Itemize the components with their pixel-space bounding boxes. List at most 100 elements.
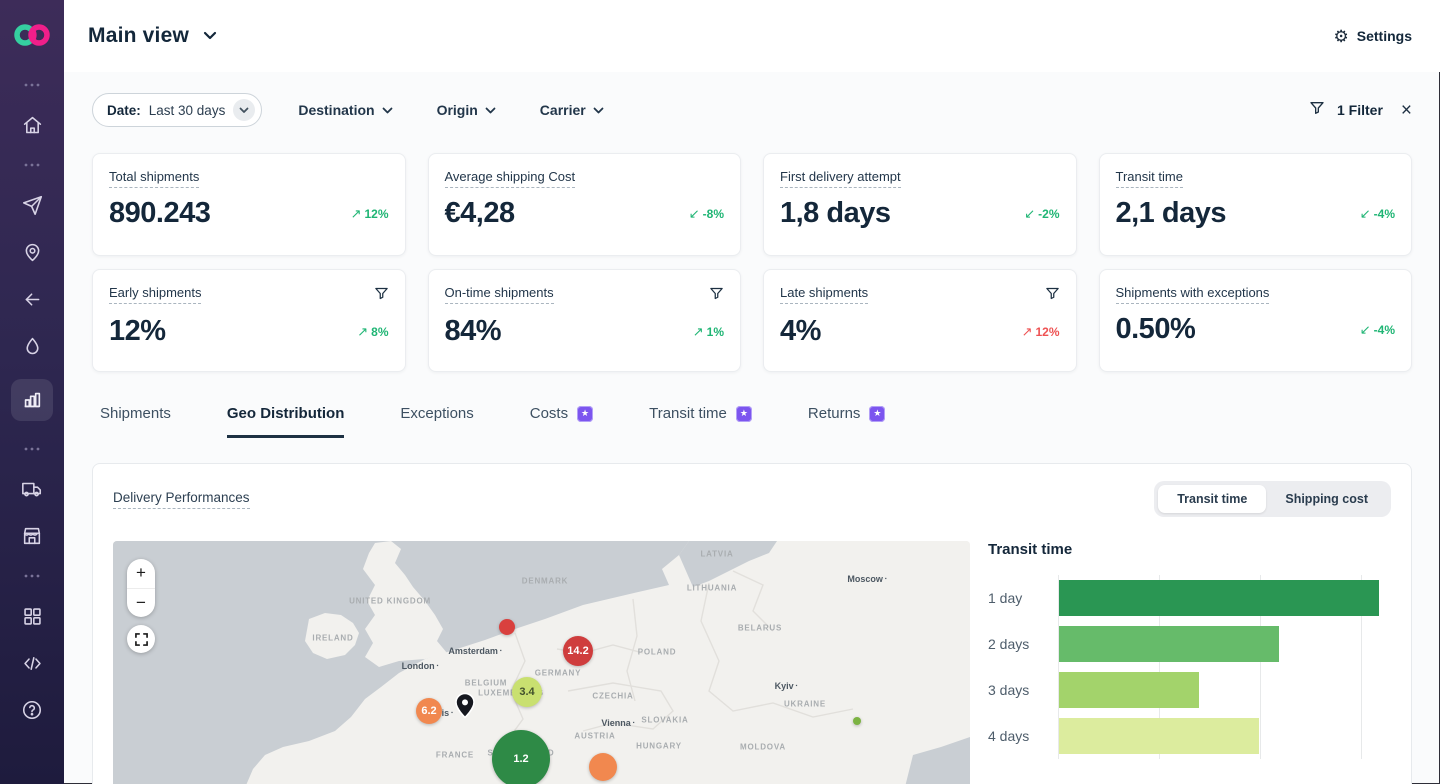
map-country-label: LATVIA	[700, 550, 733, 559]
kpi-label[interactable]: Total shipments	[109, 169, 199, 188]
active-filter-count[interactable]: 1 Filter	[1337, 102, 1383, 118]
chart-category-label: 4 days	[988, 728, 1058, 744]
kpi-value: 2,1 days	[1116, 197, 1226, 230]
premium-star-icon: ★	[869, 406, 885, 422]
kpi-label[interactable]: Average shipping Cost	[445, 169, 576, 188]
sidebar-item-help[interactable]	[20, 698, 44, 722]
map-zoom-out-button[interactable]: −	[127, 589, 155, 618]
sidebar-section-divider-dots	[24, 571, 40, 581]
tab-geo-distribution[interactable]: Geo Distribution	[227, 405, 345, 438]
sidebar-item-send[interactable]	[20, 193, 44, 217]
geo-distribution-map[interactable]: + − LATVIALITHUANIADENMARKUNITED KINGDOM…	[113, 541, 970, 784]
map-zoom-in-button[interactable]: +	[127, 559, 155, 589]
sidebar-item-home[interactable]	[20, 113, 44, 137]
kpi-label[interactable]: Early shipments	[109, 285, 201, 304]
trend-arrow-icon: ↙	[1024, 206, 1035, 222]
chart-bar[interactable]	[1059, 718, 1259, 754]
kpi-delta: ↙ -8%	[689, 206, 724, 222]
date-filter-pill[interactable]: Date: Last 30 days	[92, 93, 262, 127]
transit-time-chart: Transit time 1 day2 days3 days4 days	[988, 541, 1391, 784]
map-cluster-marker[interactable]: 3.4	[512, 677, 542, 707]
kpi-cards: Total shipments 890.243 ↗ 12% Average sh…	[64, 127, 1440, 372]
map-location-pin-icon[interactable]	[453, 692, 477, 723]
view-title-chevron-down-icon[interactable]	[203, 27, 217, 45]
kpi-label[interactable]: Shipments with exceptions	[1116, 285, 1270, 304]
map-cluster-marker[interactable]: 14.2	[563, 636, 593, 666]
kpi-delta-value: 12%	[1035, 325, 1059, 339]
chart-row: 2 days	[988, 621, 1391, 667]
sidebar-item-analytics-active[interactable]	[11, 379, 53, 421]
chart-bar[interactable]	[1059, 580, 1379, 616]
trend-arrow-icon: ↗	[693, 324, 704, 340]
sidebar-item-code[interactable]	[20, 651, 44, 675]
tab-returns[interactable]: Returns ★	[808, 405, 886, 438]
kpi-label[interactable]: Late shipments	[780, 285, 868, 304]
filter-dropdown-origin[interactable]: Origin	[437, 102, 496, 118]
tab-shipments[interactable]: Shipments	[100, 405, 171, 438]
tab-label: Exceptions	[400, 405, 473, 422]
chart-row: 3 days	[988, 667, 1391, 713]
app-logo-infinity-icon[interactable]	[10, 13, 54, 57]
settings-button[interactable]: ⚙ Settings	[1334, 28, 1412, 45]
sidebar-item-droplet[interactable]	[20, 334, 44, 358]
dropdown-label: Origin	[437, 102, 478, 118]
kpi-delta-value: 12%	[364, 207, 388, 221]
filter-dropdown-carrier[interactable]: Carrier	[540, 102, 604, 118]
map-dot-marker[interactable]	[589, 753, 617, 781]
kpi-filter-funnel-icon[interactable]	[1045, 286, 1060, 306]
tab-label: Shipments	[100, 405, 171, 422]
kpi-value: 890.243	[109, 197, 210, 230]
map-dot-marker[interactable]	[853, 717, 861, 725]
kpi-label[interactable]: Transit time	[1116, 169, 1183, 188]
trend-arrow-icon: ↗	[351, 206, 362, 222]
tab-costs[interactable]: Costs ★	[530, 405, 593, 438]
kpi-value: 1,8 days	[780, 197, 890, 230]
map-fullscreen-button[interactable]	[127, 625, 155, 653]
map-country-label: CZECHIA	[592, 692, 633, 701]
trend-arrow-icon: ↗	[357, 324, 368, 340]
chevron-down-icon	[593, 107, 604, 114]
map-city-label: Kyiv	[775, 681, 798, 691]
dropdown-label: Destination	[298, 102, 374, 118]
sidebar-item-location[interactable]	[20, 240, 44, 264]
map-cluster-marker[interactable]: 6.2	[416, 698, 442, 724]
toggle-option-transit-time[interactable]: Transit time	[1158, 485, 1266, 513]
map-country-label: BELARUS	[738, 624, 782, 633]
chart-bar[interactable]	[1059, 672, 1199, 708]
metric-toggle[interactable]: Transit timeShipping cost	[1154, 481, 1391, 517]
map-country-label: AUSTRIA	[574, 732, 615, 741]
gear-icon: ⚙	[1334, 28, 1349, 45]
tab-exceptions[interactable]: Exceptions	[400, 405, 473, 438]
kpi-filter-funnel-icon[interactable]	[709, 286, 724, 306]
chart-bar[interactable]	[1059, 626, 1279, 662]
map-country-label: HUNGARY	[636, 742, 682, 751]
sidebar-item-back-arrow[interactable]	[20, 287, 44, 311]
kpi-delta-value: -4%	[1374, 323, 1395, 337]
map-dot-marker[interactable]	[499, 619, 515, 635]
chart-row: 4 days	[988, 713, 1391, 759]
chevron-down-icon	[382, 107, 393, 114]
map-country-label: BELGIUM	[465, 679, 508, 688]
kpi-label[interactable]: On-time shipments	[445, 285, 554, 304]
kpi-filter-funnel-icon[interactable]	[374, 286, 389, 306]
kpi-label[interactable]: First delivery attempt	[780, 169, 901, 188]
chevron-down-icon[interactable]	[233, 99, 255, 121]
map-cluster-marker[interactable]: 1.2	[492, 730, 550, 784]
filter-bar: Date: Last 30 days Destination Origin Carr…	[64, 72, 1440, 127]
tab-label: Transit time	[649, 405, 727, 422]
sidebar-item-apps-grid[interactable]	[20, 604, 44, 628]
kpi-card: Total shipments 890.243 ↗ 12%	[92, 153, 406, 256]
clear-filters-close-icon[interactable]: ×	[1401, 101, 1412, 120]
filter-dropdown-destination[interactable]: Destination	[298, 102, 392, 118]
date-filter-label: Date:	[107, 103, 141, 118]
filter-funnel-icon[interactable]	[1309, 100, 1325, 121]
map-country-label: UNITED KINGDOM	[349, 597, 431, 606]
sidebar-section-divider-dots	[24, 80, 40, 90]
analytics-tabs: Shipments Geo Distribution Exceptions Co…	[64, 372, 1440, 438]
view-title[interactable]: Main view	[88, 24, 189, 48]
toggle-option-shipping-cost[interactable]: Shipping cost	[1266, 485, 1387, 513]
tab-transit-time[interactable]: Transit time ★	[649, 405, 752, 438]
sidebar	[0, 0, 64, 784]
sidebar-item-store[interactable]	[20, 524, 44, 548]
sidebar-item-truck[interactable]	[20, 477, 44, 501]
